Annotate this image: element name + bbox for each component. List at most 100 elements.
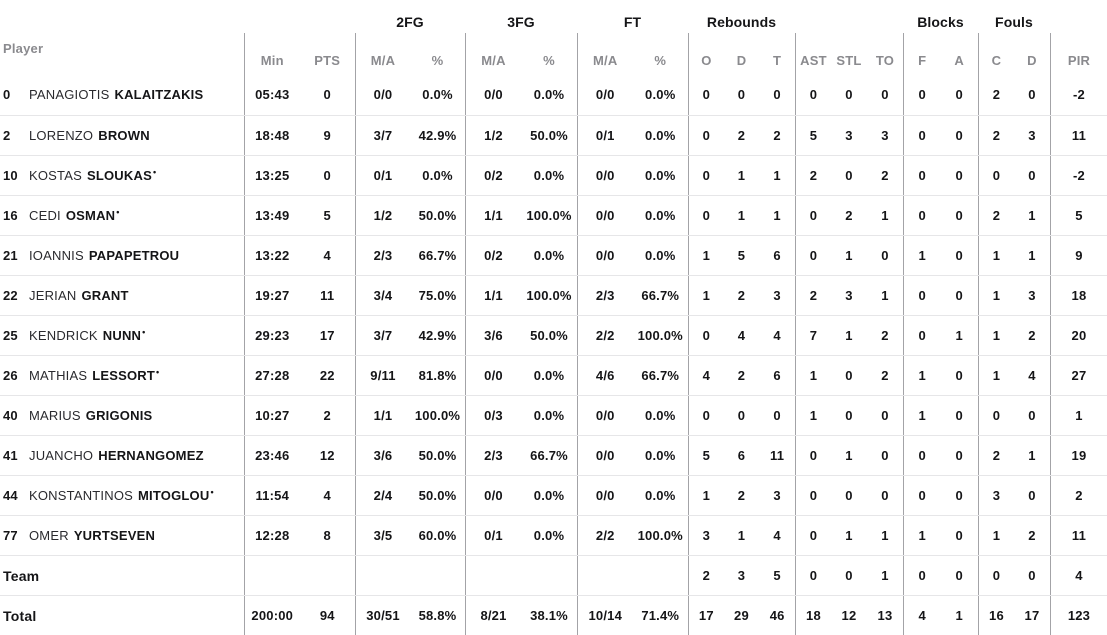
player-row[interactable]: 2 LORENZO BROWN 18:48 9 3/7 42.9% 1/2 50.0% 0/1 0.…: [0, 115, 1107, 155]
stat-min: 11:54: [244, 476, 300, 515]
stat-reb_o: 17: [688, 596, 724, 635]
group-2fg-label: 2FG: [396, 14, 424, 30]
stat-ft_ma: 0/0: [577, 196, 633, 235]
col-blk-f: F: [902, 33, 941, 73]
stat-foul_c: 1: [977, 316, 1014, 355]
player-row[interactable]: 25 KENDRICK NUNN• 29:23 17 3/7 42.9% 3/6 50.0% 2/…: [0, 315, 1107, 355]
stat-reb_t: 0: [773, 86, 781, 102]
stat-ft_ma: 0/0: [577, 396, 633, 435]
stat-ast: 0: [794, 476, 831, 515]
player-row[interactable]: 0 PANAGIOTIS KALAITZAKIS 05:43 0 0/0 0.0% 0/0 0.…: [0, 73, 1107, 115]
player-row[interactable]: 41 JUANCHO HERNANGOMEZ 23:46 12 3/6 50.0% 2/3 66…: [0, 435, 1107, 475]
stat-fg3_ma: 0/0: [465, 476, 521, 515]
stat-pir: 9: [1049, 236, 1107, 275]
stat-to: 1: [881, 208, 889, 223]
stat-ft_ma: 2/3: [577, 276, 633, 315]
stat-fg2_ma: 9/11: [355, 356, 410, 395]
stats-rows: 0 PANAGIOTIS KALAITZAKIS 05:43 0 0/0 0.0% 0/0 0.…: [0, 73, 1107, 635]
stat-fg2_pct: 100.0%: [414, 408, 461, 423]
stat-reb_d: 3: [737, 568, 746, 583]
stat-fg3_pct: 0.0%: [533, 248, 565, 263]
stat-reb_t: 1: [773, 168, 781, 183]
stat-blk_a: 0: [955, 568, 963, 583]
stat-ft_ma: 0/0: [577, 156, 633, 195]
stat-to: 2: [881, 328, 889, 343]
player-name: 44 KONSTANTINOS MITOGLOU•: [3, 487, 214, 504]
player-row[interactable]: 44 KONSTANTINOS MITOGLOU• 11:54 4 2/4 50.0% 0/0…: [0, 475, 1107, 515]
player-row[interactable]: 21 IOANNIS PAPAPETROU 13:22 4 2/3 66.7% 0/2 0.0%…: [0, 235, 1107, 275]
stat-pts: 4: [323, 248, 331, 263]
stat-fg3_ma: 0/3: [465, 396, 521, 435]
stat-reb_t: 4: [773, 328, 781, 343]
stat-fg2_ma: 3/4: [355, 276, 410, 315]
column-header-row: Player Min PTS M/A % M/A % M/A % O D T A…: [0, 33, 1107, 73]
stat-foul_d: 1: [1028, 208, 1036, 223]
stat-foul_c: 1: [977, 236, 1014, 275]
stat-to: 0: [881, 448, 889, 463]
stat-fg2_pct: 0.0%: [422, 168, 453, 183]
stat-fg2_pct: 66.7%: [418, 248, 457, 263]
stat-stl: 0: [845, 408, 853, 423]
stat-fg2_pct: 42.9%: [418, 328, 457, 343]
stat-pts: 94: [319, 608, 335, 623]
col-to: TO: [875, 53, 895, 68]
stat-fg2_ma: 1/1: [355, 396, 410, 435]
stat-foul_d: 3: [1028, 128, 1036, 143]
stat-foul_d: 1: [1028, 448, 1036, 463]
stat-fg2_ma: 0/0: [355, 73, 410, 115]
player-row[interactable]: 26 MATHIAS LESSORT• 27:28 22 9/11 81.8% 0/0 0.0%…: [0, 355, 1107, 395]
stat-pts: 0: [323, 168, 331, 183]
player-row[interactable]: 77 OMER YURTSEVEN 12:28 8 3/5 60.0% 0/1 0.0% 2/2 1…: [0, 515, 1107, 555]
stat-pir: 20: [1049, 316, 1107, 355]
player-row[interactable]: 40 MARIUS GRIGONIS 10:27 2 1/1 100.0% 0/3 0.0% 0/…: [0, 395, 1107, 435]
stat-fg3_ma: 3/6: [465, 316, 521, 355]
stat-ft_pct: 100.0%: [637, 528, 683, 543]
player-name: 26 MATHIAS LESSORT•: [3, 367, 160, 384]
group-blocks-label: Blocks: [917, 14, 964, 30]
stat-fg3_pct: 0.0%: [533, 488, 565, 503]
player-row[interactable]: 10 KOSTAS SLOUKAS• 13:25 0 0/1 0.0% 0/2 0.0% 0/0 0…: [0, 155, 1107, 195]
stat-pts: 11: [320, 288, 335, 303]
stat-foul_c: 1: [977, 276, 1014, 315]
stat-pts: 2: [323, 408, 331, 423]
group-fouls-label: Fouls: [995, 14, 1033, 30]
player-row[interactable]: 22 JERIAN GRANT 19:27 11 3/4 75.0% 1/1 100.0% 2/3…: [0, 275, 1107, 315]
stat-pir: -2: [1049, 73, 1107, 115]
stat-ft_ma: 0/1: [577, 116, 633, 155]
player-row[interactable]: 16 CEDI OSMAN• 13:49 5 1/2 50.0% 1/1 100.0% 0/0 0.…: [0, 195, 1107, 235]
stat-stl: 1: [845, 448, 853, 463]
stat-pir: 1: [1049, 396, 1107, 435]
stat-ft_ma: 2/2: [577, 316, 633, 355]
stat-to: 2: [881, 168, 889, 183]
stat-ast: 2: [794, 156, 831, 195]
stat-fg3_pct: 0.0%: [533, 408, 565, 423]
stat-stl: 3: [845, 128, 853, 143]
stat-fg3_pct: 0.0%: [533, 368, 565, 383]
stat-fg3_pct: [521, 556, 577, 595]
starter-mark: •: [116, 207, 120, 217]
stat-ast: 0: [794, 196, 831, 235]
stat-fg2_ma: 1/2: [355, 196, 410, 235]
stat-ft_pct: 0.0%: [645, 248, 676, 263]
stat-ft_ma: 0/0: [577, 476, 633, 515]
stat-ast: 0: [794, 556, 831, 595]
stat-pir: 18: [1049, 276, 1107, 315]
stat-fg3_ma: 0/0: [465, 356, 521, 395]
stat-foul_d: 2: [1028, 328, 1036, 343]
stat-reb_o: 3: [688, 516, 724, 555]
stat-to: 0: [881, 408, 889, 423]
stat-reb_d: 2: [737, 368, 746, 383]
stat-blk_f: 0: [902, 476, 941, 515]
player-name: 77 OMER YURTSEVEN: [3, 528, 156, 543]
player-name: 40 MARIUS GRIGONIS: [3, 408, 153, 423]
stat-to: 1: [881, 528, 889, 543]
stat-min: 200:00: [244, 596, 300, 635]
stat-fg3_ma: 0/0: [465, 73, 521, 115]
team-row: Team 2 3 5 0 0 1 0 0 0 0 4: [0, 555, 1107, 595]
stat-pts: [300, 556, 356, 595]
stat-blk_f: 1: [902, 516, 941, 555]
stat-stl: 1: [845, 528, 853, 543]
stat-ft_pct: [633, 556, 689, 595]
stat-to: 2: [881, 368, 889, 383]
stat-pts: 22: [319, 368, 335, 383]
